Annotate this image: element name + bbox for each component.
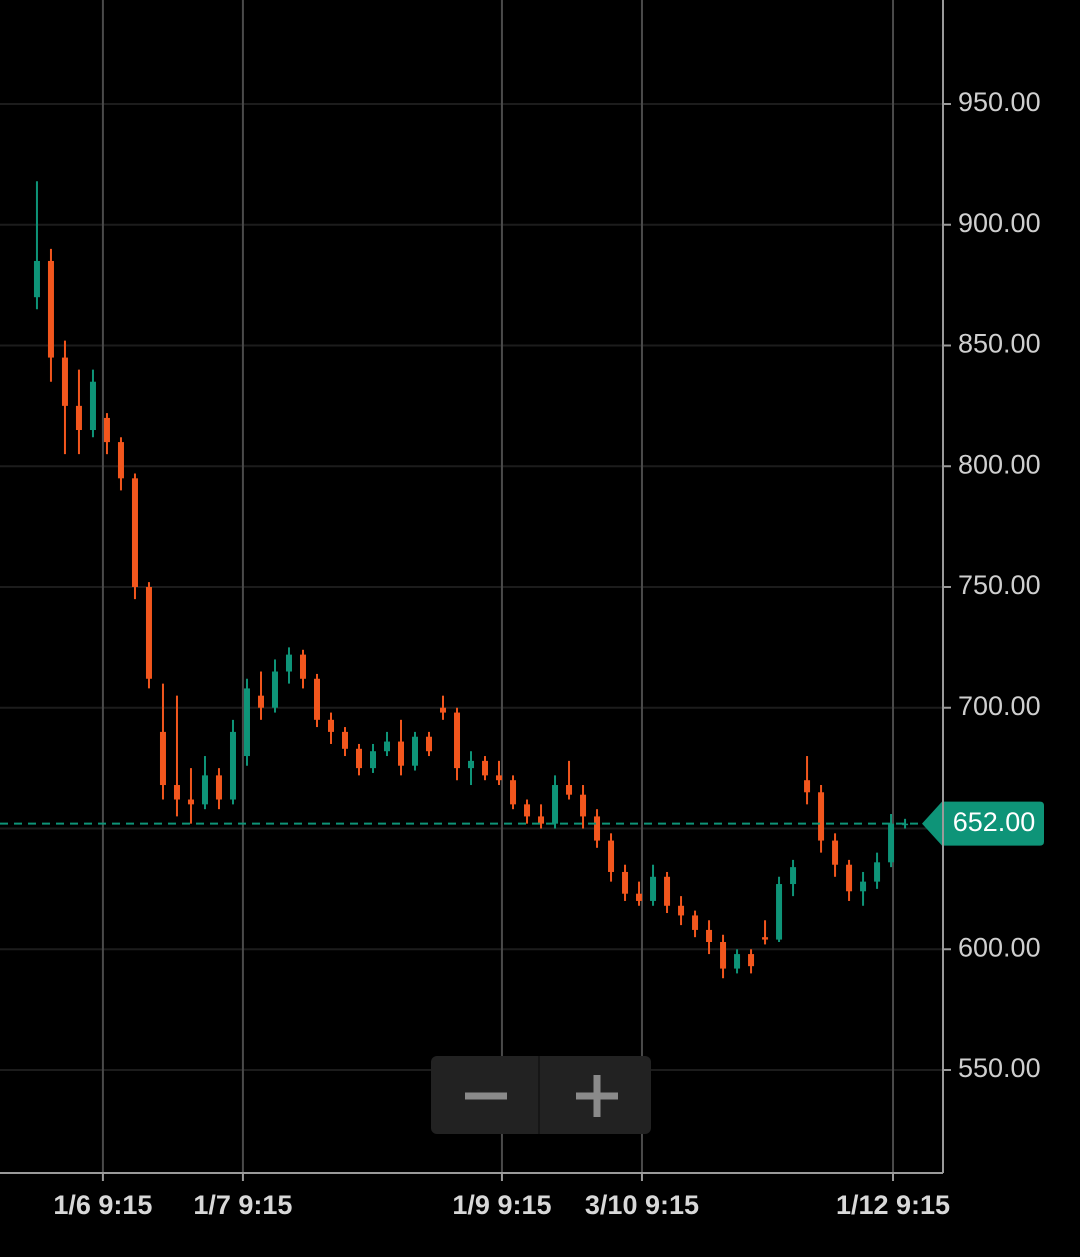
x-tick-label: 1/9 9:15 bbox=[452, 1190, 551, 1220]
candle-body bbox=[117, 442, 124, 479]
x-tick-label: 3/10 9:15 bbox=[585, 1190, 699, 1220]
y-tick-label: 800.00 bbox=[958, 449, 1041, 479]
candle-body bbox=[468, 760, 475, 769]
candle-body bbox=[608, 840, 615, 872]
candles bbox=[0, 181, 943, 979]
candle-body bbox=[440, 707, 447, 713]
candle-body bbox=[33, 260, 40, 298]
candle-body bbox=[762, 937, 769, 940]
candle-body bbox=[650, 876, 657, 901]
candle-body bbox=[327, 719, 334, 732]
zoom-controls bbox=[431, 1056, 651, 1134]
candle-body bbox=[229, 731, 236, 800]
candle-body bbox=[580, 794, 587, 817]
candle-body bbox=[776, 884, 783, 940]
candle-body bbox=[846, 864, 853, 892]
candle-body bbox=[369, 751, 376, 769]
candle-body bbox=[734, 954, 741, 969]
candle-body bbox=[720, 942, 727, 969]
candle-body bbox=[902, 823, 909, 826]
candle-body bbox=[271, 671, 278, 708]
candle-body bbox=[482, 760, 489, 776]
x-tick-label: 1/7 9:15 bbox=[193, 1190, 292, 1220]
candle-body bbox=[594, 816, 601, 841]
candle-body bbox=[510, 780, 517, 805]
candle-body bbox=[426, 736, 433, 752]
candle-body bbox=[706, 929, 713, 943]
candle-body bbox=[804, 780, 811, 793]
last-price-tag bbox=[922, 801, 1044, 846]
candle-body bbox=[552, 785, 559, 824]
candle-body bbox=[187, 799, 194, 805]
candle-body bbox=[888, 823, 895, 863]
x-tick-label: 1/12 9:15 bbox=[836, 1190, 950, 1220]
candle-body bbox=[384, 741, 391, 752]
candle-body bbox=[215, 775, 222, 800]
grid bbox=[0, 0, 943, 1173]
candle-body bbox=[285, 654, 292, 672]
y-tick-label: 700.00 bbox=[958, 691, 1041, 721]
candle-body bbox=[201, 775, 208, 805]
candle-body bbox=[257, 695, 264, 708]
candle-body bbox=[524, 804, 531, 817]
y-tick-label: 900.00 bbox=[958, 208, 1041, 238]
candle-body bbox=[538, 816, 545, 824]
candle-body bbox=[874, 862, 881, 882]
x-tick-label: 1/6 9:15 bbox=[53, 1190, 152, 1220]
candle-body bbox=[47, 260, 54, 358]
labels: 550.00600.00650.00700.00750.00800.00850.… bbox=[53, 87, 1044, 1220]
y-tick-label: 950.00 bbox=[958, 87, 1041, 117]
candle-body bbox=[89, 381, 96, 431]
candle-body bbox=[341, 731, 348, 749]
candle-body bbox=[299, 654, 306, 679]
candle-body bbox=[355, 748, 362, 769]
candle-body bbox=[832, 840, 839, 865]
candle-body bbox=[496, 775, 503, 781]
y-tick-label: 750.00 bbox=[958, 570, 1041, 600]
candle-body bbox=[818, 792, 825, 841]
candle-body bbox=[412, 736, 419, 766]
candle-body bbox=[636, 893, 643, 901]
candle-body bbox=[454, 712, 461, 769]
candle-body bbox=[664, 876, 671, 906]
y-tick-label: 550.00 bbox=[958, 1053, 1041, 1083]
candle-body bbox=[159, 731, 166, 786]
candle-body bbox=[243, 688, 250, 757]
candle-body bbox=[748, 954, 755, 967]
candle-body bbox=[173, 785, 180, 800]
candle-body bbox=[860, 881, 867, 892]
last-price-label: 652.00 bbox=[953, 807, 1036, 837]
y-tick-label: 600.00 bbox=[958, 932, 1041, 962]
candle-body bbox=[75, 405, 82, 431]
zoom-out-button[interactable] bbox=[431, 1056, 539, 1134]
candle-body bbox=[313, 678, 320, 720]
candle-body bbox=[103, 417, 110, 443]
candle-body bbox=[678, 905, 685, 916]
candle-body bbox=[622, 871, 629, 894]
candle-body bbox=[145, 586, 152, 679]
candle-body bbox=[566, 785, 573, 795]
candle-body bbox=[398, 741, 405, 766]
candle-body bbox=[131, 478, 138, 587]
candle-body bbox=[692, 915, 699, 930]
y-tick-label: 850.00 bbox=[958, 329, 1041, 359]
candle-body bbox=[61, 357, 68, 406]
zoom-in-button[interactable] bbox=[540, 1056, 651, 1134]
candle-body bbox=[790, 867, 797, 885]
